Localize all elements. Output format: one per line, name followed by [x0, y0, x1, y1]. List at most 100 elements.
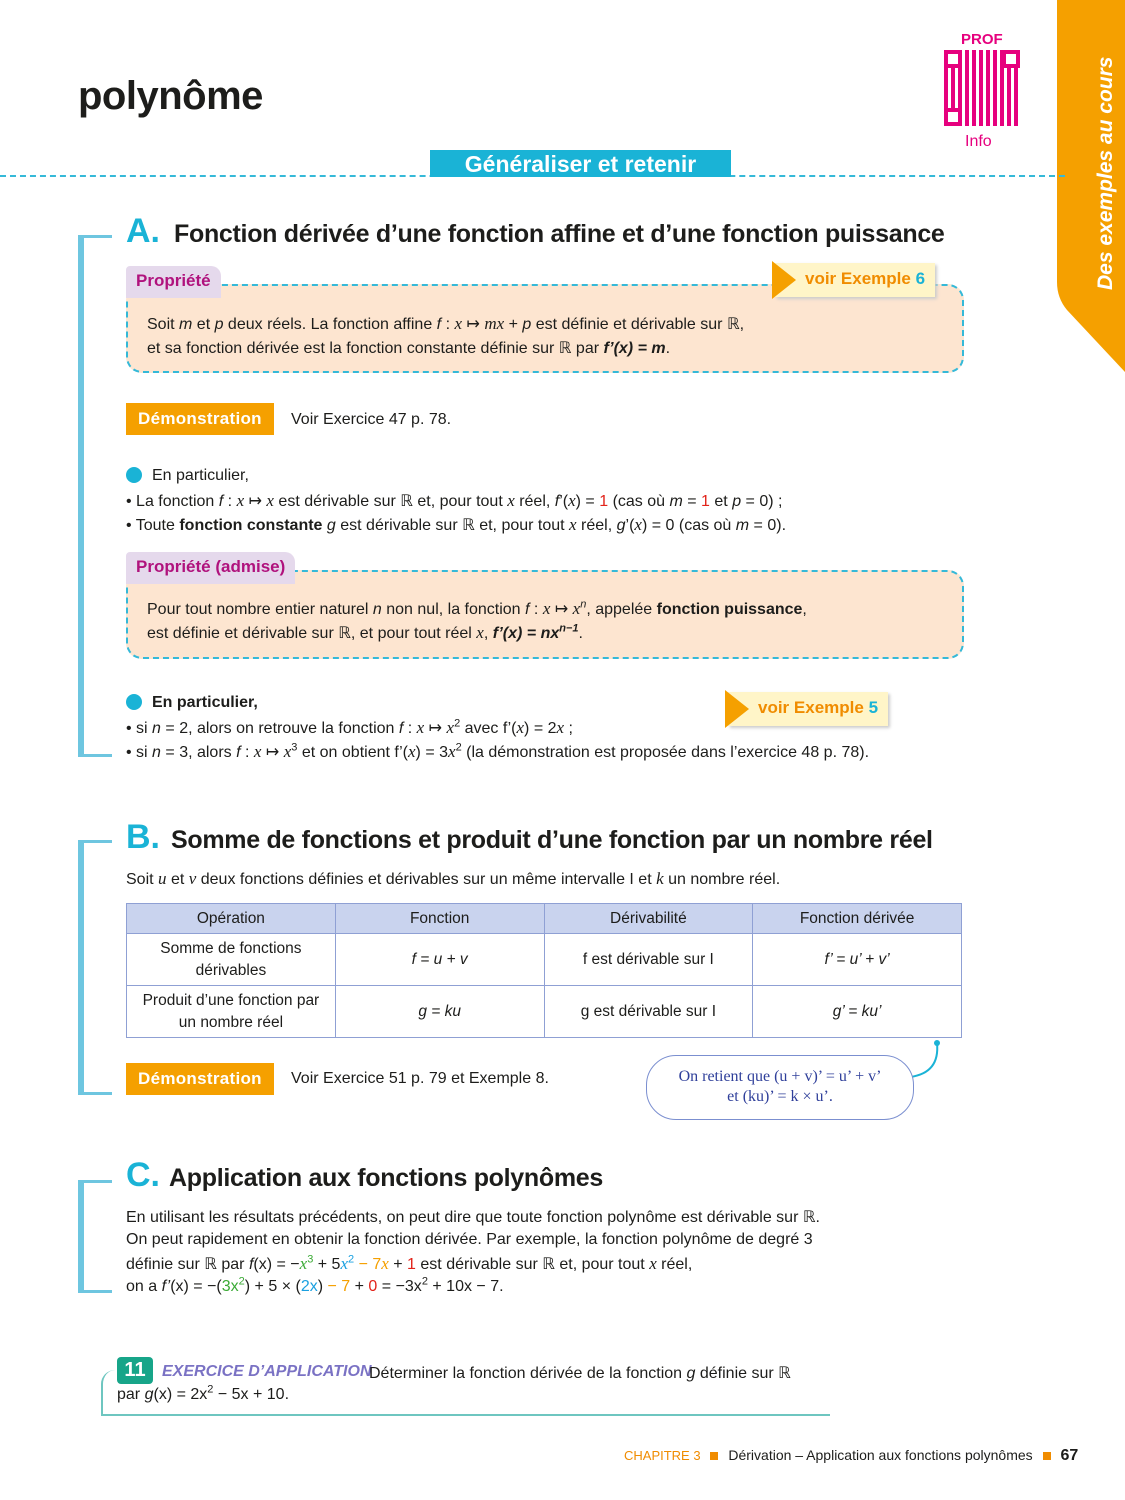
text-run: p: [522, 316, 532, 333]
text-run: = 0) ;: [741, 493, 783, 510]
text-run: :: [223, 493, 237, 510]
side-tab[interactable]: [1057, 0, 1125, 372]
section-c-line: définie sur ℝ par f(x) = −x3 + 5x2 − 7x …: [126, 1254, 692, 1274]
bullet-dot: [126, 694, 142, 710]
text-run: ): [317, 1278, 328, 1295]
text-run: n: [152, 744, 161, 761]
text-run: x: [542, 599, 551, 618]
section-c-line: En utilisant les résultats précédents, o…: [126, 1207, 820, 1227]
text-run: x: [649, 1254, 657, 1273]
text-run: x: [408, 742, 416, 761]
text-run: 3: [291, 741, 298, 754]
property-line: et sa fonction dérivée est la fonction c…: [147, 338, 670, 358]
text-run: réel,: [656, 1256, 693, 1273]
qr-code[interactable]: [944, 50, 1020, 126]
page-footer: CHAPITRE 3 Dérivation – Application aux …: [624, 1447, 1078, 1465]
exercise-line: Déterminer la fonction dérivée de la fon…: [369, 1363, 791, 1383]
text-run: f’: [161, 1278, 171, 1295]
text-run: ↦: [244, 493, 267, 510]
callout-line: et (ku)’ = k × u’.: [727, 1088, 833, 1105]
square-icon: [1042, 1452, 1051, 1460]
voir-exemple-6-link[interactable]: voir Exemple 6: [772, 261, 936, 299]
voir-exemple-5-link[interactable]: voir Exemple 5: [725, 690, 889, 728]
section-a-title: Fonction dérivée d’une fonction affine e…: [174, 220, 945, 248]
text-run: g: [144, 1386, 154, 1403]
voir-label: voir Exemple: [758, 698, 869, 717]
text-run: x: [572, 599, 581, 618]
demonstration-text[interactable]: Voir Exercice 51 p. 79 et Exemple 8.: [291, 1070, 549, 1087]
side-tab-label: Des exemples au cours: [1094, 56, 1117, 290]
section-a-bracket: [78, 235, 112, 757]
table-header: Opération: [126, 903, 336, 934]
text-run: x: [446, 718, 455, 737]
text-run: :: [240, 744, 254, 761]
text-run: • si: [126, 744, 153, 761]
text-run: n: [372, 601, 382, 618]
section-a-letter: A.: [126, 212, 160, 250]
section-c-bracket: [78, 1180, 112, 1293]
text-run: deux fonctions définies et dérivables su…: [196, 871, 657, 888]
text-run: ’(: [625, 517, 635, 534]
text-run: g: [326, 517, 336, 534]
table-header: Fonction: [334, 903, 545, 934]
text-run: un nombre réel.: [663, 871, 781, 888]
table-cell: g’ = ku’: [752, 985, 962, 1038]
text-run: +: [504, 316, 523, 333]
text-run: Soit: [147, 316, 180, 333]
section-c-line: On peut rapidement en obtenir la fonctio…: [126, 1231, 813, 1249]
text-run: x: [454, 314, 463, 333]
text-run: .: [578, 625, 583, 642]
exercise-number-badge: 11: [117, 1357, 153, 1384]
text-run: g: [686, 1365, 696, 1382]
text-run: ,: [483, 625, 493, 642]
section-b-letter: B.: [126, 818, 160, 856]
text-run: définie sur ℝ par: [126, 1256, 249, 1273]
text-run: est définie et dérivable sur ℝ, et pour …: [147, 625, 477, 642]
text-run: f: [525, 601, 530, 618]
text-run: − 7: [354, 1256, 382, 1273]
text-run: f: [236, 744, 241, 761]
text-run: et: [709, 493, 733, 510]
text-run: x: [569, 515, 577, 534]
text-run: 2: [207, 1383, 214, 1396]
text-run: x: [507, 491, 515, 510]
section-banner: Généraliser et retenir: [430, 150, 731, 177]
text-run: réel,: [514, 493, 555, 510]
text-run: fonction constante: [179, 517, 323, 534]
page-number: 67: [1060, 1447, 1079, 1464]
text-run: mx: [484, 314, 505, 333]
table-cell: Somme de fonctions dérivables: [126, 933, 336, 986]
demonstration-text[interactable]: Voir Exercice 47 p. 78.: [291, 411, 452, 428]
text-run: 2: [348, 1253, 355, 1266]
property-admise-tab: Propriété (admise): [126, 552, 296, 584]
text-run: ;: [564, 720, 573, 737]
text-run: 3: [307, 1253, 314, 1266]
property-admise-box: [126, 570, 964, 659]
text-run: 0: [368, 1278, 378, 1295]
text-run: p: [732, 493, 742, 510]
page-title: polynôme: [78, 74, 263, 118]
text-run: f: [218, 493, 224, 510]
particulier-line: • si n = 3, alors f : x ↦ x3 et on obtie…: [126, 742, 869, 762]
text-run: et sa fonction dérivée est la fonction c…: [147, 340, 604, 357]
text-run: 1: [407, 1256, 416, 1273]
section-c-title: Application aux fonctions polynômes: [169, 1164, 603, 1192]
text-run: x: [236, 491, 245, 510]
section-b-intro: Soit u et v deux fonctions définies et d…: [126, 869, 780, 889]
exercise-frame: [101, 1370, 830, 1416]
section-b-bracket: [78, 840, 112, 1095]
text-run: .: [665, 340, 671, 357]
section-b-title: Somme de fonctions et produit d’une fonc…: [171, 826, 933, 854]
text-run: réel,: [576, 517, 617, 534]
text-run: + 5: [313, 1256, 341, 1273]
particulier-line: • si n = 2, alors on retrouve la fonctio…: [126, 718, 573, 738]
text-run: x: [476, 623, 484, 642]
text-run: 2x: [300, 1278, 318, 1295]
text-run: fonction puissance: [656, 601, 803, 618]
text-run: k: [656, 869, 664, 888]
derivative-rules-table: Opération Fonction Dérivabilité Fonction…: [126, 903, 962, 1038]
text-run: (x) = 2x: [153, 1386, 208, 1403]
voir-number: 5: [868, 698, 879, 717]
text-run: v: [188, 869, 197, 888]
table-cell: g = ku: [334, 985, 545, 1038]
